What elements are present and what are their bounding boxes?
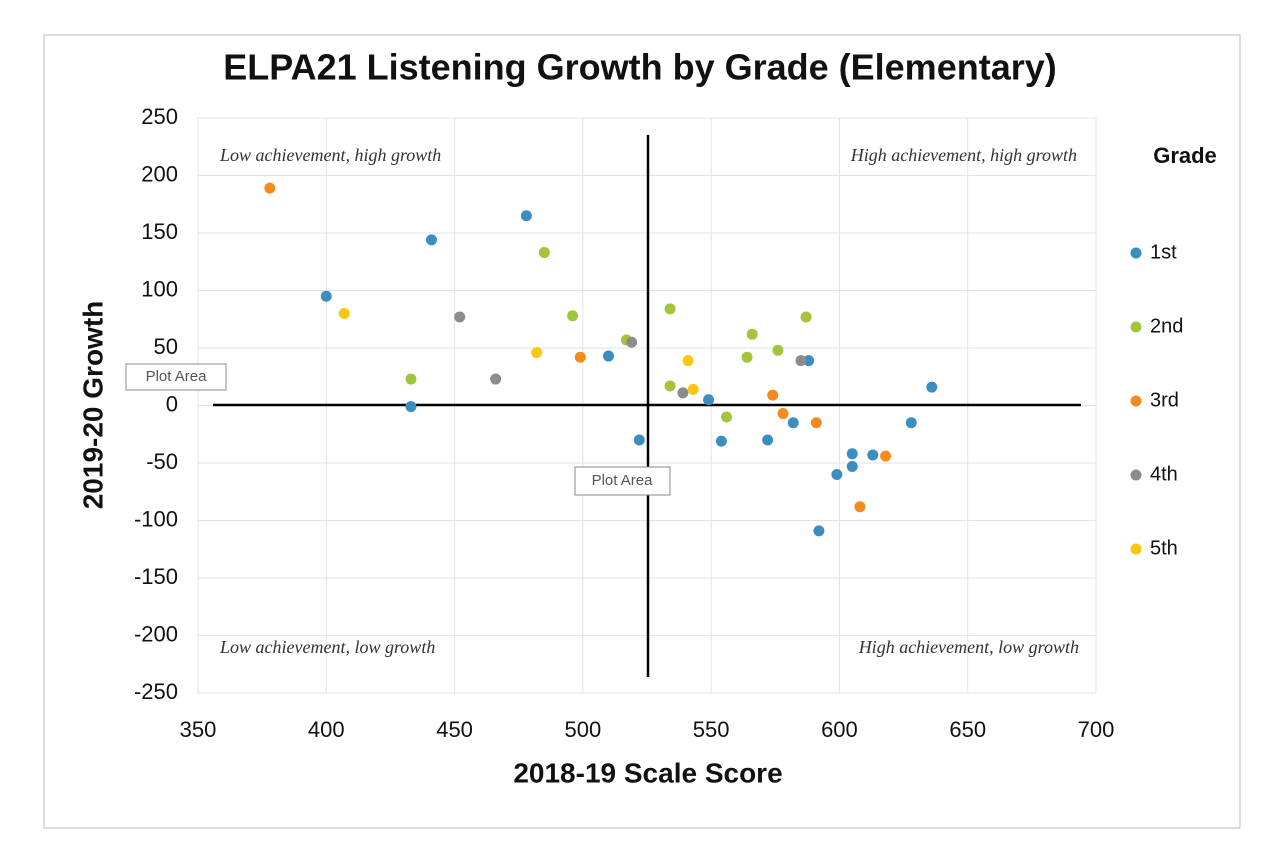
point bbox=[405, 373, 417, 385]
chart-frame bbox=[43, 34, 1241, 829]
legend-label: 5th bbox=[1150, 537, 1178, 559]
point bbox=[626, 336, 638, 348]
y-tick-label: 50 bbox=[154, 334, 178, 359]
x-tick-label: 650 bbox=[949, 717, 986, 742]
annotation: High achievement, high growth bbox=[850, 145, 1077, 165]
point bbox=[795, 355, 807, 367]
point bbox=[531, 347, 543, 359]
point bbox=[320, 290, 332, 302]
tooltip-box bbox=[574, 466, 671, 496]
legend-label: 3rd bbox=[1150, 389, 1179, 411]
point bbox=[425, 234, 437, 246]
point bbox=[846, 460, 858, 472]
y-tick-label: -250 bbox=[134, 679, 178, 704]
point bbox=[664, 303, 676, 315]
legend-label: 1st bbox=[1150, 241, 1177, 263]
point bbox=[813, 525, 825, 537]
x-axis-title: 2018-19 Scale Score bbox=[513, 757, 782, 788]
point bbox=[772, 344, 784, 356]
point bbox=[677, 387, 689, 399]
point bbox=[520, 210, 532, 222]
y-tick-label: 150 bbox=[141, 219, 178, 244]
x-tick-label: 550 bbox=[693, 717, 730, 742]
y-tick-label: -150 bbox=[134, 564, 178, 589]
point bbox=[800, 311, 812, 323]
point bbox=[880, 450, 892, 462]
legend-marker bbox=[1130, 469, 1142, 481]
chart-title: ELPA21 Listening Growth by Grade (Elemen… bbox=[223, 47, 1057, 88]
point bbox=[538, 247, 550, 259]
y-tick-label: -100 bbox=[134, 506, 178, 531]
y-axis-title: 2019-20 Growth bbox=[77, 301, 108, 510]
point bbox=[926, 381, 938, 393]
legend-label: 4th bbox=[1150, 463, 1178, 485]
point bbox=[767, 389, 779, 401]
point bbox=[567, 310, 579, 322]
point bbox=[703, 394, 715, 406]
point bbox=[682, 355, 694, 367]
point bbox=[338, 308, 350, 319]
annotation: High achievement, low growth bbox=[858, 637, 1079, 657]
legend-marker bbox=[1130, 321, 1142, 333]
point bbox=[762, 434, 774, 446]
point bbox=[787, 417, 799, 429]
point bbox=[803, 355, 815, 367]
y-tick-label: 200 bbox=[141, 161, 178, 186]
annotation: Low achievement, high growth bbox=[219, 145, 441, 165]
point bbox=[574, 351, 586, 363]
x-tick-label: 600 bbox=[821, 717, 858, 742]
point bbox=[831, 469, 843, 480]
point bbox=[721, 411, 733, 423]
tooltip: Plot Area bbox=[146, 368, 208, 385]
tooltip: Plot Area bbox=[592, 472, 654, 489]
point bbox=[777, 408, 789, 420]
point bbox=[405, 401, 417, 413]
legend-title: Grade bbox=[1153, 143, 1217, 168]
point bbox=[454, 311, 466, 323]
point bbox=[490, 373, 502, 385]
x-tick-label: 350 bbox=[180, 717, 217, 742]
x-tick-label: 500 bbox=[564, 717, 601, 742]
point bbox=[715, 435, 727, 447]
y-tick-label: 0 bbox=[166, 391, 178, 416]
annotation: Low achievement, low growth bbox=[219, 637, 435, 657]
legend-marker bbox=[1130, 247, 1142, 259]
x-tick-label: 700 bbox=[1078, 717, 1115, 742]
point bbox=[264, 182, 276, 194]
point bbox=[810, 417, 822, 429]
point bbox=[664, 380, 676, 392]
legend-marker bbox=[1130, 395, 1142, 407]
y-tick-label: 100 bbox=[141, 276, 178, 301]
y-tick-label: -200 bbox=[134, 621, 178, 646]
point bbox=[741, 351, 753, 363]
point bbox=[746, 328, 758, 340]
legend-marker bbox=[1130, 543, 1142, 555]
x-tick-label: 400 bbox=[308, 717, 345, 742]
legend-label: 2nd bbox=[1150, 315, 1183, 337]
x-tick-label: 450 bbox=[436, 717, 473, 742]
point bbox=[905, 417, 917, 429]
point bbox=[846, 448, 858, 460]
point bbox=[603, 350, 615, 362]
point bbox=[867, 449, 879, 461]
point bbox=[633, 434, 645, 446]
point bbox=[854, 501, 866, 513]
tooltip-box bbox=[125, 363, 227, 391]
y-tick-label: -50 bbox=[146, 449, 178, 474]
y-tick-label: 250 bbox=[141, 104, 178, 129]
point bbox=[687, 383, 699, 395]
